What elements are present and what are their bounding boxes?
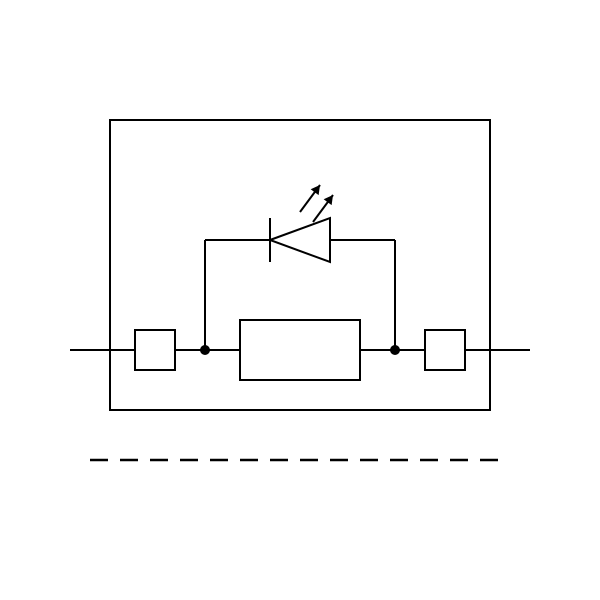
led-diode-triangle — [270, 218, 330, 262]
led-emission-arrowhead — [324, 195, 333, 205]
circuit-diagram — [0, 0, 600, 600]
led-emission-arrowhead — [311, 185, 320, 195]
fuse-box — [240, 320, 360, 380]
terminal-right — [425, 330, 465, 370]
terminal-left — [135, 330, 175, 370]
